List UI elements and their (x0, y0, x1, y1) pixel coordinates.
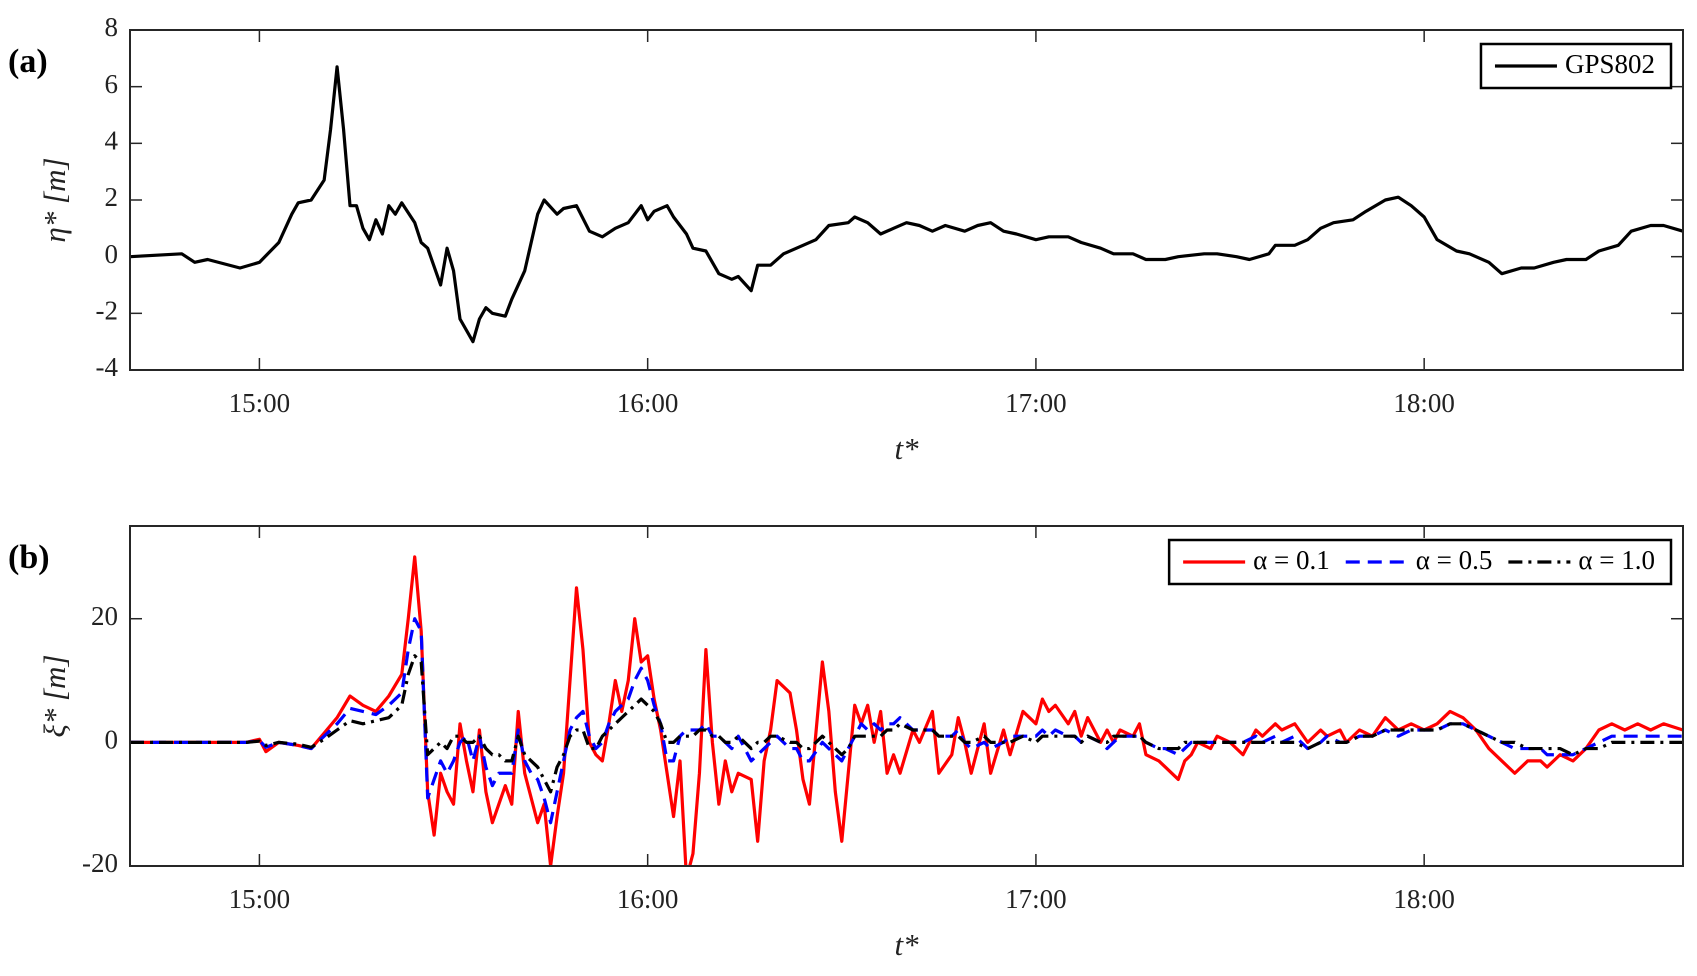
y-tick-label: 0 (105, 239, 119, 269)
y-axis-label: η* [m] (37, 157, 72, 242)
legend-label: α = 1.0 (1578, 545, 1655, 575)
x-tick-label: 17:00 (1005, 388, 1067, 418)
y-tick-label: 8 (105, 12, 119, 42)
y-tick-label: -20 (82, 848, 118, 878)
y-tick-label: 2 (105, 182, 119, 212)
legend: α = 0.1 α = 0.5 α = 1.0 (1167, 538, 1673, 586)
axes-frame (129, 525, 1684, 867)
x-tick-label: 16:00 (617, 388, 679, 418)
x-tick-label: 18:00 (1393, 884, 1455, 914)
y-tick-label: 4 (105, 126, 119, 156)
x-tick-label: 16:00 (617, 884, 679, 914)
legend-label: GPS802 (1565, 49, 1655, 79)
y-tick-label: 6 (105, 69, 119, 99)
legend: GPS802 (1479, 42, 1673, 90)
y-tick-label: -2 (96, 296, 119, 326)
axes-frame (129, 29, 1684, 371)
legend-label: α = 0.5 (1416, 545, 1493, 575)
y-tick-label: -4 (96, 352, 119, 382)
legend-box (1167, 538, 1673, 586)
x-tick-label: 15:00 (229, 884, 291, 914)
y-tick-label: 0 (105, 725, 119, 755)
series-line (130, 555, 1683, 866)
panel-label: (b) (8, 539, 50, 576)
panel-label: (a) (8, 43, 48, 80)
x-axis-label: t* (894, 431, 919, 466)
series-line (130, 65, 1683, 344)
x-tick-label: 18:00 (1393, 388, 1455, 418)
x-tick-label: 17:00 (1005, 884, 1067, 914)
y-tick-label: 20 (91, 601, 118, 631)
series-line (130, 617, 1683, 825)
x-tick-label: 15:00 (229, 388, 291, 418)
x-axis-label: t* (894, 927, 919, 962)
series-line (130, 654, 1683, 794)
y-axis-label: ξ* [m] (37, 654, 72, 737)
legend-label: α = 0.1 (1253, 545, 1330, 575)
